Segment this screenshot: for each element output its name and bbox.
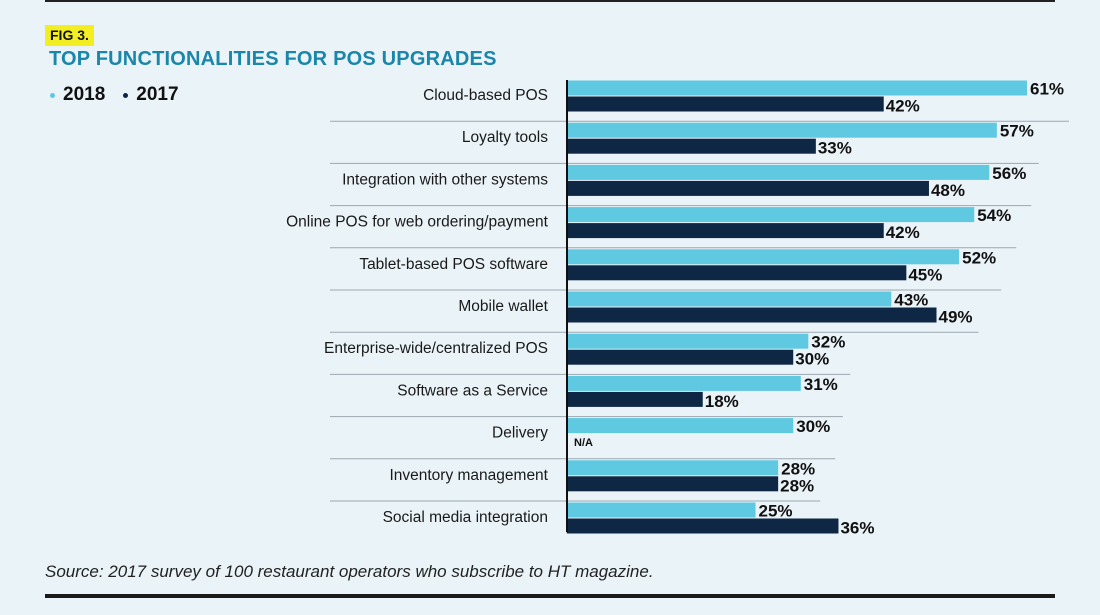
value-label-2017-na: N/A bbox=[574, 437, 593, 449]
top-rule bbox=[45, 0, 1055, 2]
value-label-2017: 48% bbox=[931, 181, 965, 200]
bar-2017 bbox=[567, 138, 816, 154]
bar-2018 bbox=[567, 375, 801, 391]
value-label-2018: 28% bbox=[781, 459, 815, 478]
value-label-2017: 49% bbox=[939, 308, 973, 327]
bar-2017 bbox=[567, 180, 929, 196]
bar-2018 bbox=[567, 80, 1027, 96]
bar-2018 bbox=[567, 502, 756, 518]
legend-swatch-2018 bbox=[50, 92, 55, 98]
category-label: Enterprise-wide/centralized POS bbox=[324, 340, 548, 357]
value-label-2018: 30% bbox=[796, 417, 830, 436]
category-label: Cloud-based POS bbox=[423, 87, 548, 104]
bar-2017 bbox=[567, 349, 794, 365]
bar-2018 bbox=[567, 164, 990, 180]
bar-2017 bbox=[567, 391, 703, 407]
value-label-2017: 33% bbox=[818, 139, 852, 158]
legend-label-2017: 2017 bbox=[136, 84, 179, 105]
value-label-2017: 45% bbox=[908, 265, 942, 284]
category-label: Mobile wallet bbox=[458, 298, 548, 315]
figure-badge: FIG 3. bbox=[45, 25, 94, 46]
value-label-2017: 28% bbox=[780, 476, 814, 495]
category-label: Social media integration bbox=[383, 509, 548, 526]
category-label: Online POS for web ordering/payment bbox=[286, 214, 549, 231]
chart-title: TOP FUNCTIONALITIES FOR POS UPGRADES bbox=[49, 48, 497, 70]
bar-2018 bbox=[567, 333, 809, 349]
bar-2017 bbox=[567, 223, 884, 239]
category-label: Software as a Service bbox=[397, 382, 548, 399]
bar-2018 bbox=[567, 460, 779, 476]
value-label-2018: 32% bbox=[811, 333, 845, 352]
legend: 2018 2017 bbox=[50, 84, 179, 106]
bar-2018 bbox=[567, 418, 794, 434]
value-label-2018: 57% bbox=[1000, 122, 1034, 141]
bar-2018 bbox=[567, 249, 960, 265]
bar-2017 bbox=[567, 96, 884, 112]
legend-item-2017: 2017 bbox=[123, 84, 179, 106]
value-label-2018: 43% bbox=[894, 291, 928, 310]
category-label: Delivery bbox=[492, 425, 548, 442]
value-label-2018: 25% bbox=[759, 502, 793, 521]
value-label-2017: 42% bbox=[886, 223, 920, 242]
legend-swatch-2017 bbox=[123, 92, 129, 98]
value-label-2018: 54% bbox=[977, 206, 1011, 225]
value-label-2018: 61% bbox=[1030, 80, 1064, 99]
category-label: Integration with other systems bbox=[342, 171, 548, 188]
bar-2018 bbox=[567, 291, 892, 307]
bar-2017 bbox=[567, 307, 937, 323]
value-label-2017: 36% bbox=[840, 519, 874, 538]
value-label-2017: 30% bbox=[795, 350, 829, 369]
category-label: Inventory management bbox=[389, 467, 548, 484]
source-note: Source: 2017 survey of 100 restaurant op… bbox=[45, 562, 654, 581]
value-label-2017: 42% bbox=[886, 97, 920, 116]
value-label-2018: 52% bbox=[962, 248, 996, 267]
bar-2017 bbox=[567, 265, 907, 281]
value-label-2018: 31% bbox=[804, 375, 838, 394]
legend-label-2018: 2018 bbox=[63, 84, 106, 105]
value-label-2018: 56% bbox=[992, 164, 1026, 183]
value-label-2017: 18% bbox=[705, 392, 739, 411]
category-label: Tablet-based POS software bbox=[359, 256, 548, 273]
category-label: Loyalty tools bbox=[462, 129, 548, 146]
bottom-rule bbox=[45, 594, 1055, 598]
legend-item-2018: 2018 bbox=[50, 84, 105, 106]
bar-2017 bbox=[567, 476, 779, 492]
bar-2018 bbox=[567, 122, 997, 138]
bar-2018 bbox=[567, 207, 975, 223]
bar-2017 bbox=[567, 518, 839, 534]
